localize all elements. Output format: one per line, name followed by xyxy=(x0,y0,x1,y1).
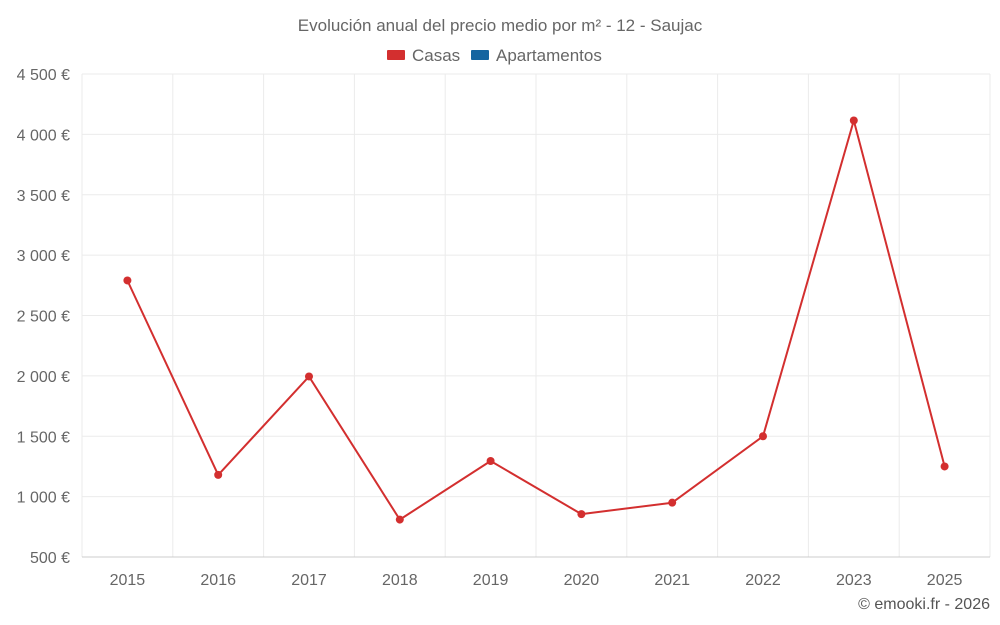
y-tick-label: 2 500 € xyxy=(17,309,70,326)
chart-title: Evolución anual del precio medio por m² … xyxy=(298,16,703,35)
legend-swatch-apartamentos xyxy=(471,50,489,60)
data-point-casas[interactable] xyxy=(940,462,949,471)
x-tick-label: 2023 xyxy=(836,572,872,589)
legend-item-casas[interactable]: Casas xyxy=(387,46,460,65)
data-point-casas[interactable] xyxy=(214,470,223,479)
grid xyxy=(81,73,991,558)
y-tick-label: 3 000 € xyxy=(17,248,70,265)
series-casas xyxy=(123,116,949,524)
x-tick-label: 2022 xyxy=(745,572,781,589)
data-point-casas[interactable] xyxy=(668,498,677,507)
x-tick-label: 2020 xyxy=(564,572,600,589)
data-point-casas[interactable] xyxy=(759,432,767,441)
data-point-casas[interactable] xyxy=(849,116,858,125)
legend-label-apartamentos: Apartamentos xyxy=(496,46,602,65)
y-tick-label: 3 500 € xyxy=(17,188,70,205)
data-point-casas[interactable] xyxy=(395,515,404,524)
x-tick-label: 2021 xyxy=(654,572,690,589)
y-tick-label: 4 000 € xyxy=(17,127,70,144)
y-tick-label: 1 000 € xyxy=(17,490,70,507)
data-point-casas[interactable] xyxy=(486,457,495,466)
legend-swatch-casas xyxy=(387,50,405,60)
legend-label-casas: Casas xyxy=(412,46,460,65)
x-tick-label: 2015 xyxy=(110,572,146,589)
legend-item-apartamentos[interactable]: Apartamentos xyxy=(471,46,602,65)
credit-text: © emooki.fr - 2026 xyxy=(858,596,990,613)
x-tick-label: 2016 xyxy=(200,572,236,589)
series-line-casas xyxy=(126,119,946,521)
x-tick-label: 2017 xyxy=(291,572,327,589)
y-tick-label: 2 000 € xyxy=(17,369,70,386)
data-point-casas[interactable] xyxy=(123,276,132,285)
y-tick-label: 1 500 € xyxy=(17,429,70,446)
y-tick-label: 500 € xyxy=(30,550,70,567)
y-axis: 500 € 1 000 € 1 500 € 2 000 € 2 500 € 3 000 €… xyxy=(17,67,70,567)
x-tick-label: 2025 xyxy=(927,572,963,589)
data-point-casas[interactable] xyxy=(577,510,586,519)
x-tick-label: 2018 xyxy=(382,572,418,589)
x-tick-label: 2019 xyxy=(473,572,509,589)
data-point-casas[interactable] xyxy=(305,372,313,381)
y-tick-label: 4 500 € xyxy=(17,67,70,84)
legend: Casas Apartamentos xyxy=(387,46,602,65)
x-axis: 2015 2016 2017 2018 2019 2020 2021 2022 2023 2025 xyxy=(82,556,990,589)
